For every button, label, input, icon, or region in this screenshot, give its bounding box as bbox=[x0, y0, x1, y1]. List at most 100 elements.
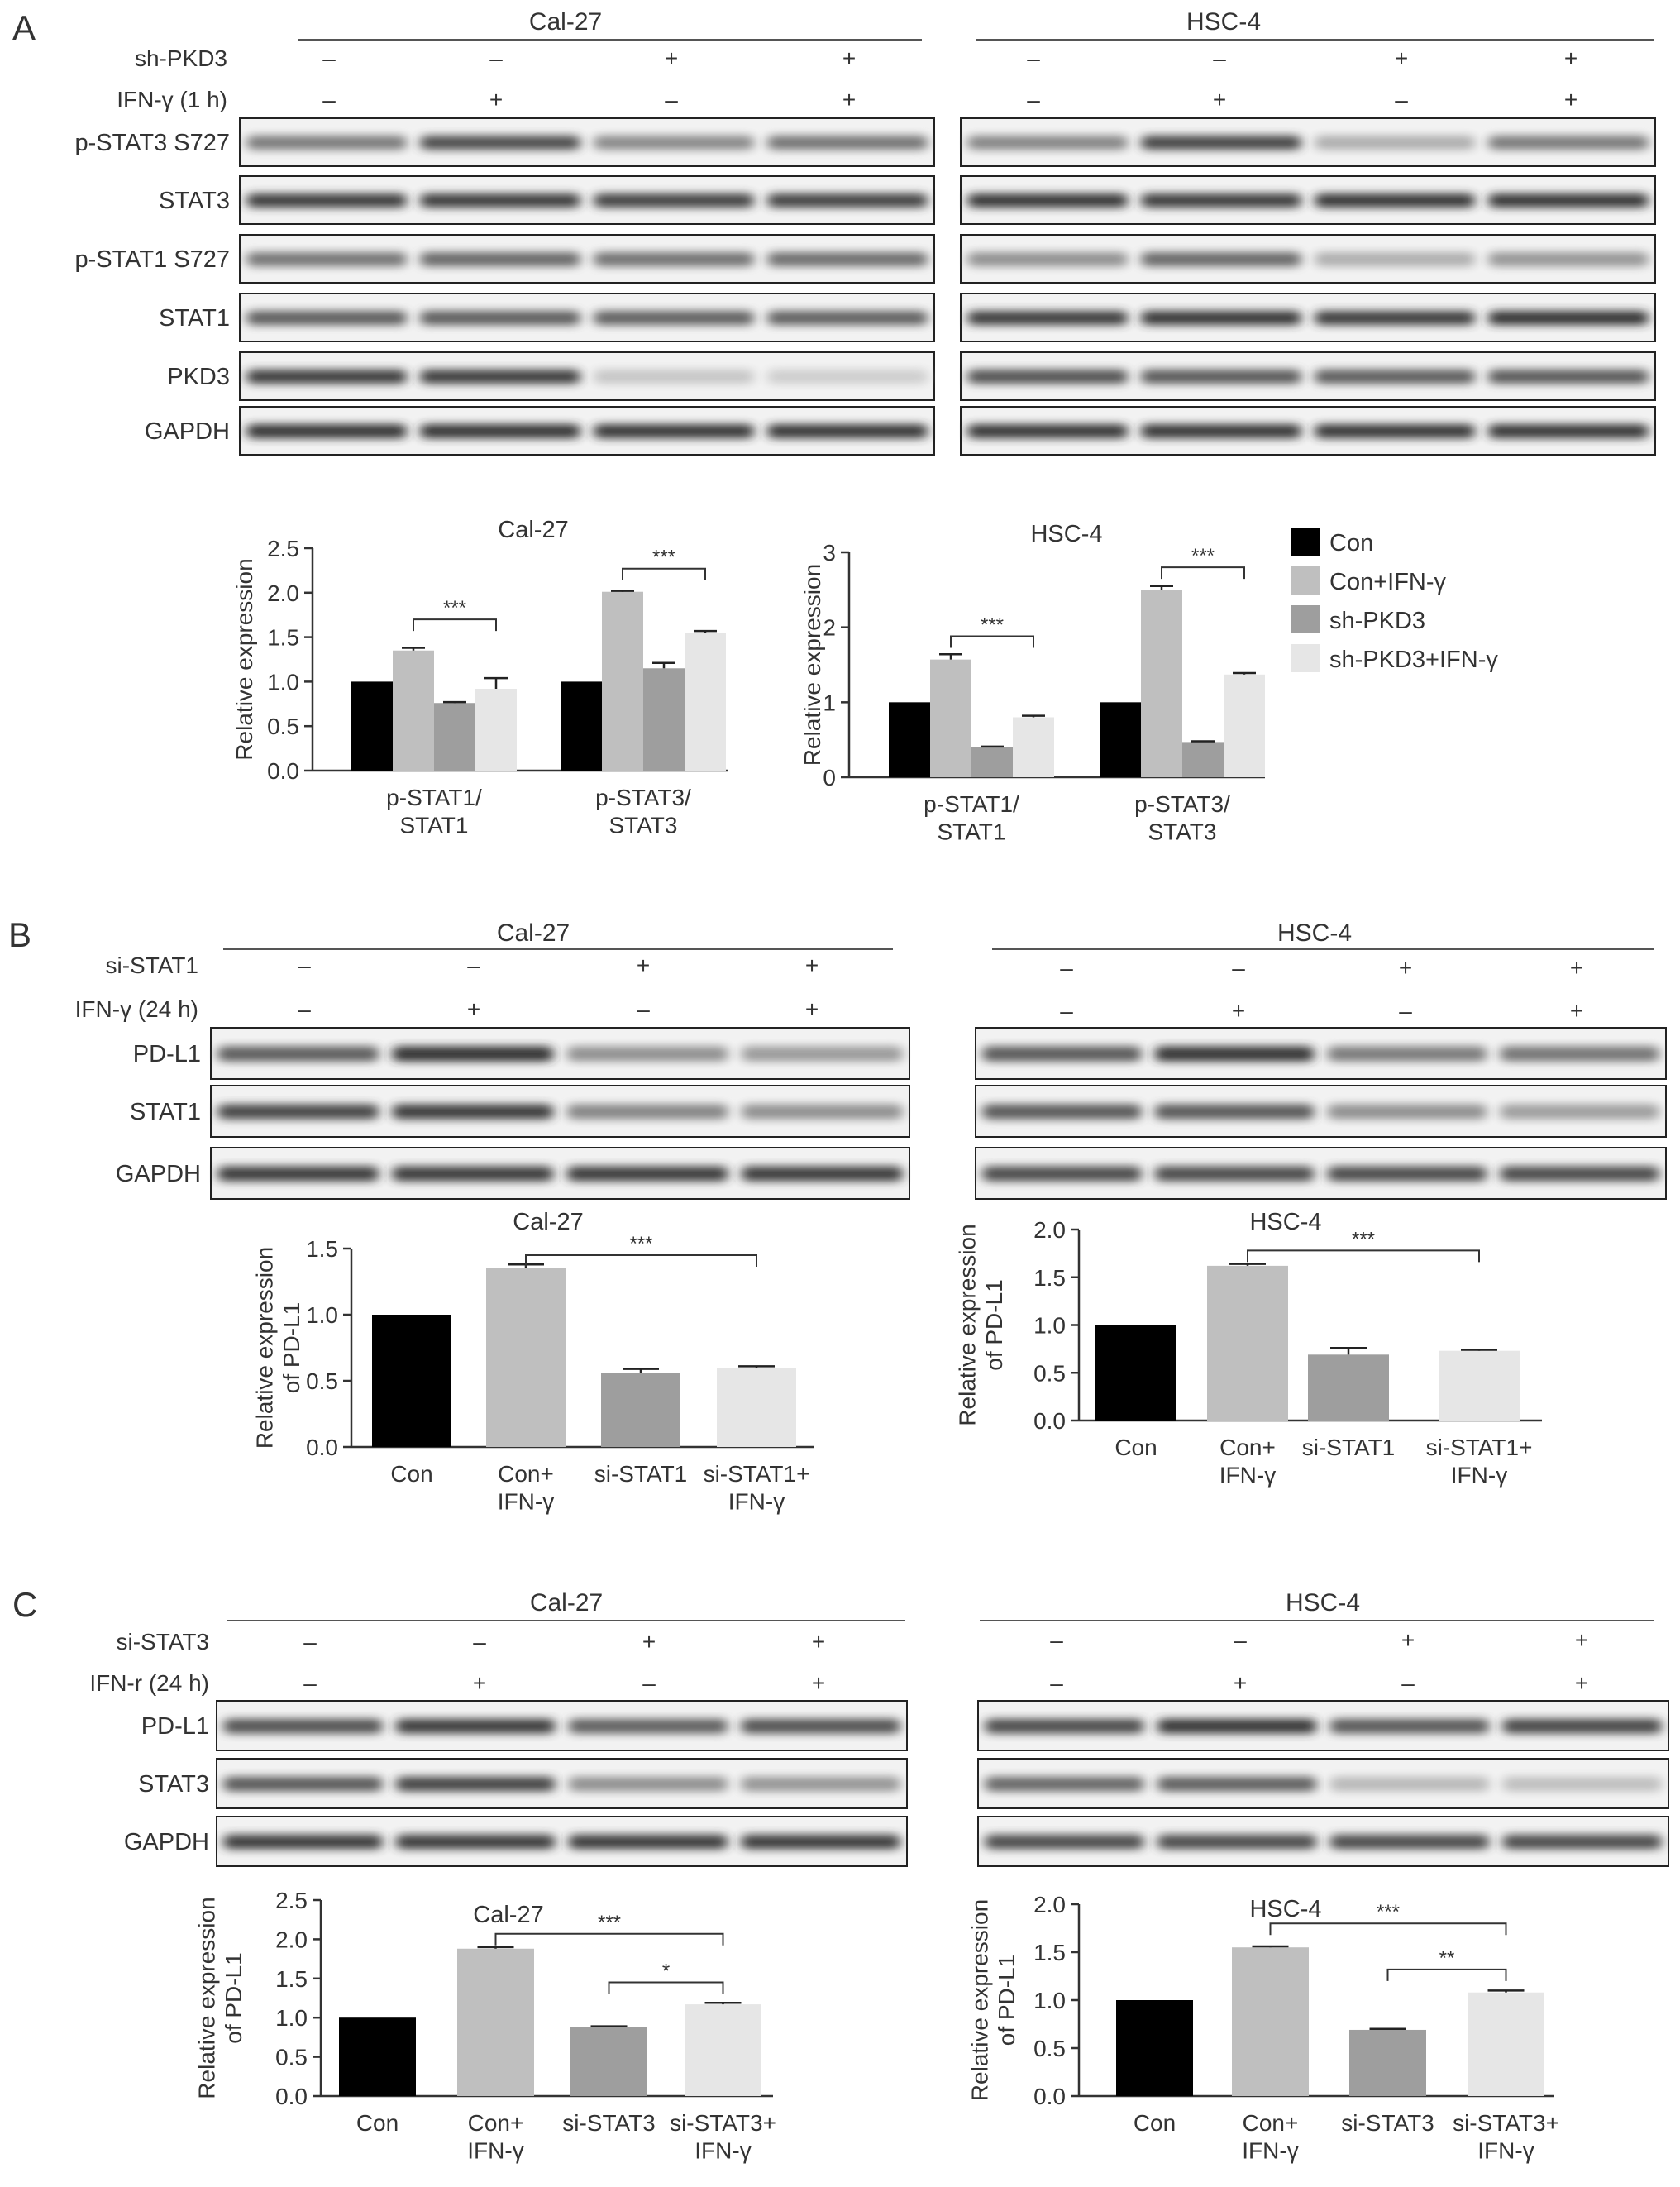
treatment-sign: + bbox=[473, 1670, 486, 1696]
bar bbox=[339, 2017, 416, 2096]
significance-bracket bbox=[494, 1932, 724, 1946]
treatment-sign: + bbox=[642, 1629, 656, 1655]
legend-label: Con bbox=[1329, 530, 1373, 556]
y-tick-label: 2.5 bbox=[275, 1888, 308, 1913]
x-tick-label: Con+ IFN-γ bbox=[1219, 1435, 1276, 1488]
y-tick-label: 1.5 bbox=[1033, 1265, 1066, 1291]
bar bbox=[1308, 1354, 1389, 1421]
chart-a-cal27: 0.0 0.5 1.0 1.5 2.0 2.5 Relative expression Cal… bbox=[231, 517, 728, 838]
bar bbox=[1013, 717, 1054, 777]
treatment-sign: – bbox=[1234, 1627, 1247, 1653]
treatment-sign: – bbox=[1399, 998, 1412, 1024]
y-tick-label: 2.0 bbox=[275, 1927, 308, 1952]
treatment-sign: + bbox=[1232, 998, 1245, 1024]
blot-band bbox=[1315, 423, 1475, 439]
treatment-sign: + bbox=[812, 1670, 825, 1696]
blot-label: p-STAT3 S727 bbox=[74, 130, 230, 156]
blot-band bbox=[1500, 1046, 1659, 1062]
treatment-sign: + bbox=[1564, 87, 1577, 112]
bar bbox=[372, 1315, 451, 1447]
x-tick-label: p-STAT1/STAT1 bbox=[924, 791, 1019, 845]
blot-band bbox=[392, 1166, 554, 1182]
y-tick-label: 0.0 bbox=[1033, 1408, 1066, 1434]
blot-band bbox=[396, 1834, 556, 1850]
panel-b-hsc4-title: HSC-4 bbox=[1277, 919, 1352, 947]
bar bbox=[971, 747, 1013, 777]
y-axis-label: Relative expressionof PD-L1 bbox=[967, 1899, 1019, 2101]
significance-bracket bbox=[1247, 1249, 1480, 1263]
treatment-sign: + bbox=[1213, 87, 1226, 112]
blot-band bbox=[1315, 310, 1475, 326]
blot-band bbox=[420, 369, 580, 384]
treatment-sign: – bbox=[1060, 955, 1073, 981]
treatment-sign: + bbox=[1570, 998, 1583, 1024]
bar bbox=[561, 681, 602, 771]
y-tick-label: 1.0 bbox=[1033, 1988, 1066, 2013]
chart-title: Cal-27 bbox=[473, 1902, 543, 1928]
x-tick-label: si-STAT1 bbox=[1302, 1435, 1396, 1460]
y-tick-label: 0.5 bbox=[1033, 2036, 1066, 2061]
blot-band bbox=[767, 193, 928, 208]
significance-label: *** bbox=[1377, 1901, 1400, 1923]
treatment-sign: + bbox=[467, 996, 480, 1022]
chart-title: HSC-4 bbox=[1030, 521, 1102, 547]
significance-bracket bbox=[1386, 1968, 1507, 1981]
blot-band bbox=[1315, 251, 1475, 267]
significance-bracket bbox=[1269, 1922, 1507, 1936]
blot-band bbox=[767, 251, 928, 267]
bar bbox=[602, 591, 643, 771]
bar bbox=[717, 1368, 796, 1447]
blot-band bbox=[767, 135, 928, 150]
blot-band bbox=[594, 193, 754, 208]
blot-band bbox=[568, 1834, 728, 1850]
y-tick-label: 0.0 bbox=[275, 2084, 308, 2109]
x-tick-label: Con+ IFN-γ bbox=[1242, 2110, 1298, 2164]
blot-band bbox=[246, 423, 407, 439]
blot-band bbox=[1502, 1834, 1662, 1850]
blot-band bbox=[1141, 193, 1301, 208]
legend-panel-a: Con Con+IFN-γ sh-PKD3 sh-PKD3+IFN-γ bbox=[1291, 528, 1498, 673]
y-tick-label: 1.0 bbox=[267, 669, 299, 695]
blot-band bbox=[568, 1776, 728, 1792]
treatment-sign: – bbox=[1060, 998, 1073, 1024]
bar bbox=[643, 668, 685, 771]
blot-band bbox=[1155, 1046, 1315, 1062]
treatment-sign: – bbox=[637, 996, 650, 1022]
blot-band bbox=[982, 1166, 1142, 1182]
blot-band bbox=[982, 1104, 1142, 1120]
treatment-sign: – bbox=[303, 1670, 317, 1696]
blot-band bbox=[1157, 1718, 1317, 1734]
treatment-sign: + bbox=[842, 45, 856, 71]
significance-label: *** bbox=[1191, 545, 1215, 567]
bar bbox=[930, 659, 971, 777]
blot-band bbox=[246, 369, 407, 384]
y-tick-label: 2.0 bbox=[1033, 1892, 1066, 1917]
y-tick-label: 1.5 bbox=[275, 1966, 308, 1992]
significance-label: ** bbox=[1439, 1947, 1455, 1970]
blot-band bbox=[1327, 1166, 1487, 1182]
blot-band bbox=[1327, 1104, 1487, 1120]
treatment-sign: – bbox=[1213, 45, 1226, 71]
panel-c-cal27-title: Cal-27 bbox=[530, 1589, 603, 1616]
bar bbox=[889, 702, 930, 777]
significance-label: *** bbox=[652, 547, 675, 569]
blot-band bbox=[967, 423, 1128, 439]
y-tick-label: 0.5 bbox=[306, 1368, 338, 1394]
x-tick-label: Con bbox=[1114, 1435, 1157, 1460]
y-tick-label: 1 bbox=[823, 690, 836, 715]
treatment-sign: + bbox=[1570, 955, 1583, 981]
blot-band bbox=[1315, 369, 1475, 384]
blot-band bbox=[594, 423, 754, 439]
y-tick-label: 0.5 bbox=[275, 2045, 308, 2070]
blot-band bbox=[246, 310, 407, 326]
blot-label: GAPDH bbox=[145, 418, 230, 445]
blot-band bbox=[1500, 1104, 1659, 1120]
treatment-sign: + bbox=[1564, 45, 1577, 71]
x-tick-label: si-STAT3 bbox=[562, 2110, 656, 2136]
y-axis-label: Relative expression bbox=[799, 564, 825, 766]
legend-swatch bbox=[1291, 605, 1320, 633]
treatment-sign: + bbox=[1575, 1670, 1588, 1696]
x-tick-label: si-STAT3+ IFN-γ bbox=[1453, 2110, 1559, 2164]
treatment-sign: – bbox=[473, 1629, 486, 1655]
